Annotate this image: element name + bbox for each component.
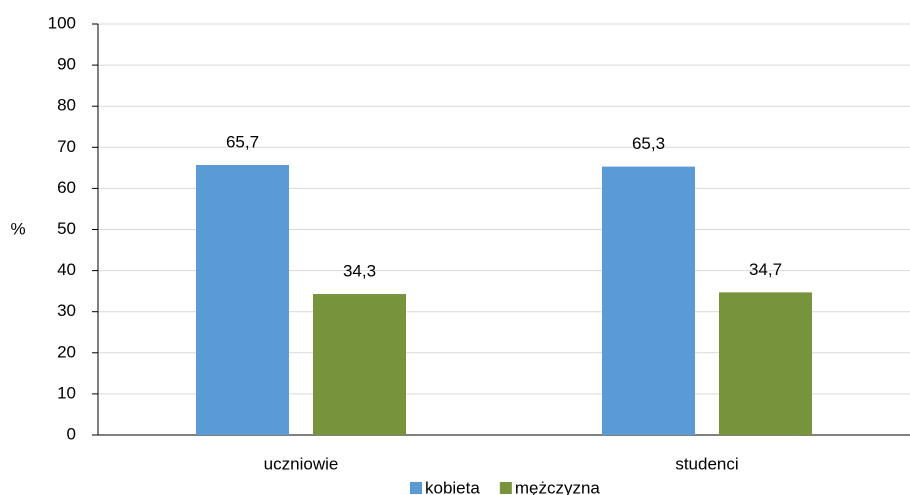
y-tick-label: 10: [57, 383, 76, 402]
y-tick-label: 20: [57, 342, 76, 361]
y-tick-label: 90: [57, 55, 76, 74]
data-label: 34,3: [343, 262, 376, 281]
legend-label: kobieta: [425, 478, 480, 495]
y-tick-label: 50: [57, 219, 76, 238]
legend-label: mężczyzna: [515, 478, 601, 495]
y-tick-label: 30: [57, 301, 76, 320]
y-tick-label: 70: [57, 137, 76, 156]
y-tick-label: 100: [48, 13, 76, 32]
bar: [313, 294, 406, 435]
y-tick-label: 60: [57, 178, 76, 197]
y-tick-label: 80: [57, 96, 76, 115]
data-label: 65,3: [632, 134, 665, 153]
y-tick-label: 40: [57, 260, 76, 279]
data-label: 34,7: [749, 260, 782, 279]
y-axis-label: %: [10, 219, 25, 238]
bar: [719, 292, 812, 435]
x-tick-label: studenci: [675, 454, 738, 473]
x-tick-label: uczniowie: [264, 454, 339, 473]
y-tick-label: 0: [67, 424, 76, 443]
legend-swatch: [410, 482, 422, 494]
data-label: 65,7: [226, 132, 259, 151]
bar: [602, 166, 695, 435]
bar: [196, 164, 289, 435]
legend-swatch: [499, 482, 512, 494]
